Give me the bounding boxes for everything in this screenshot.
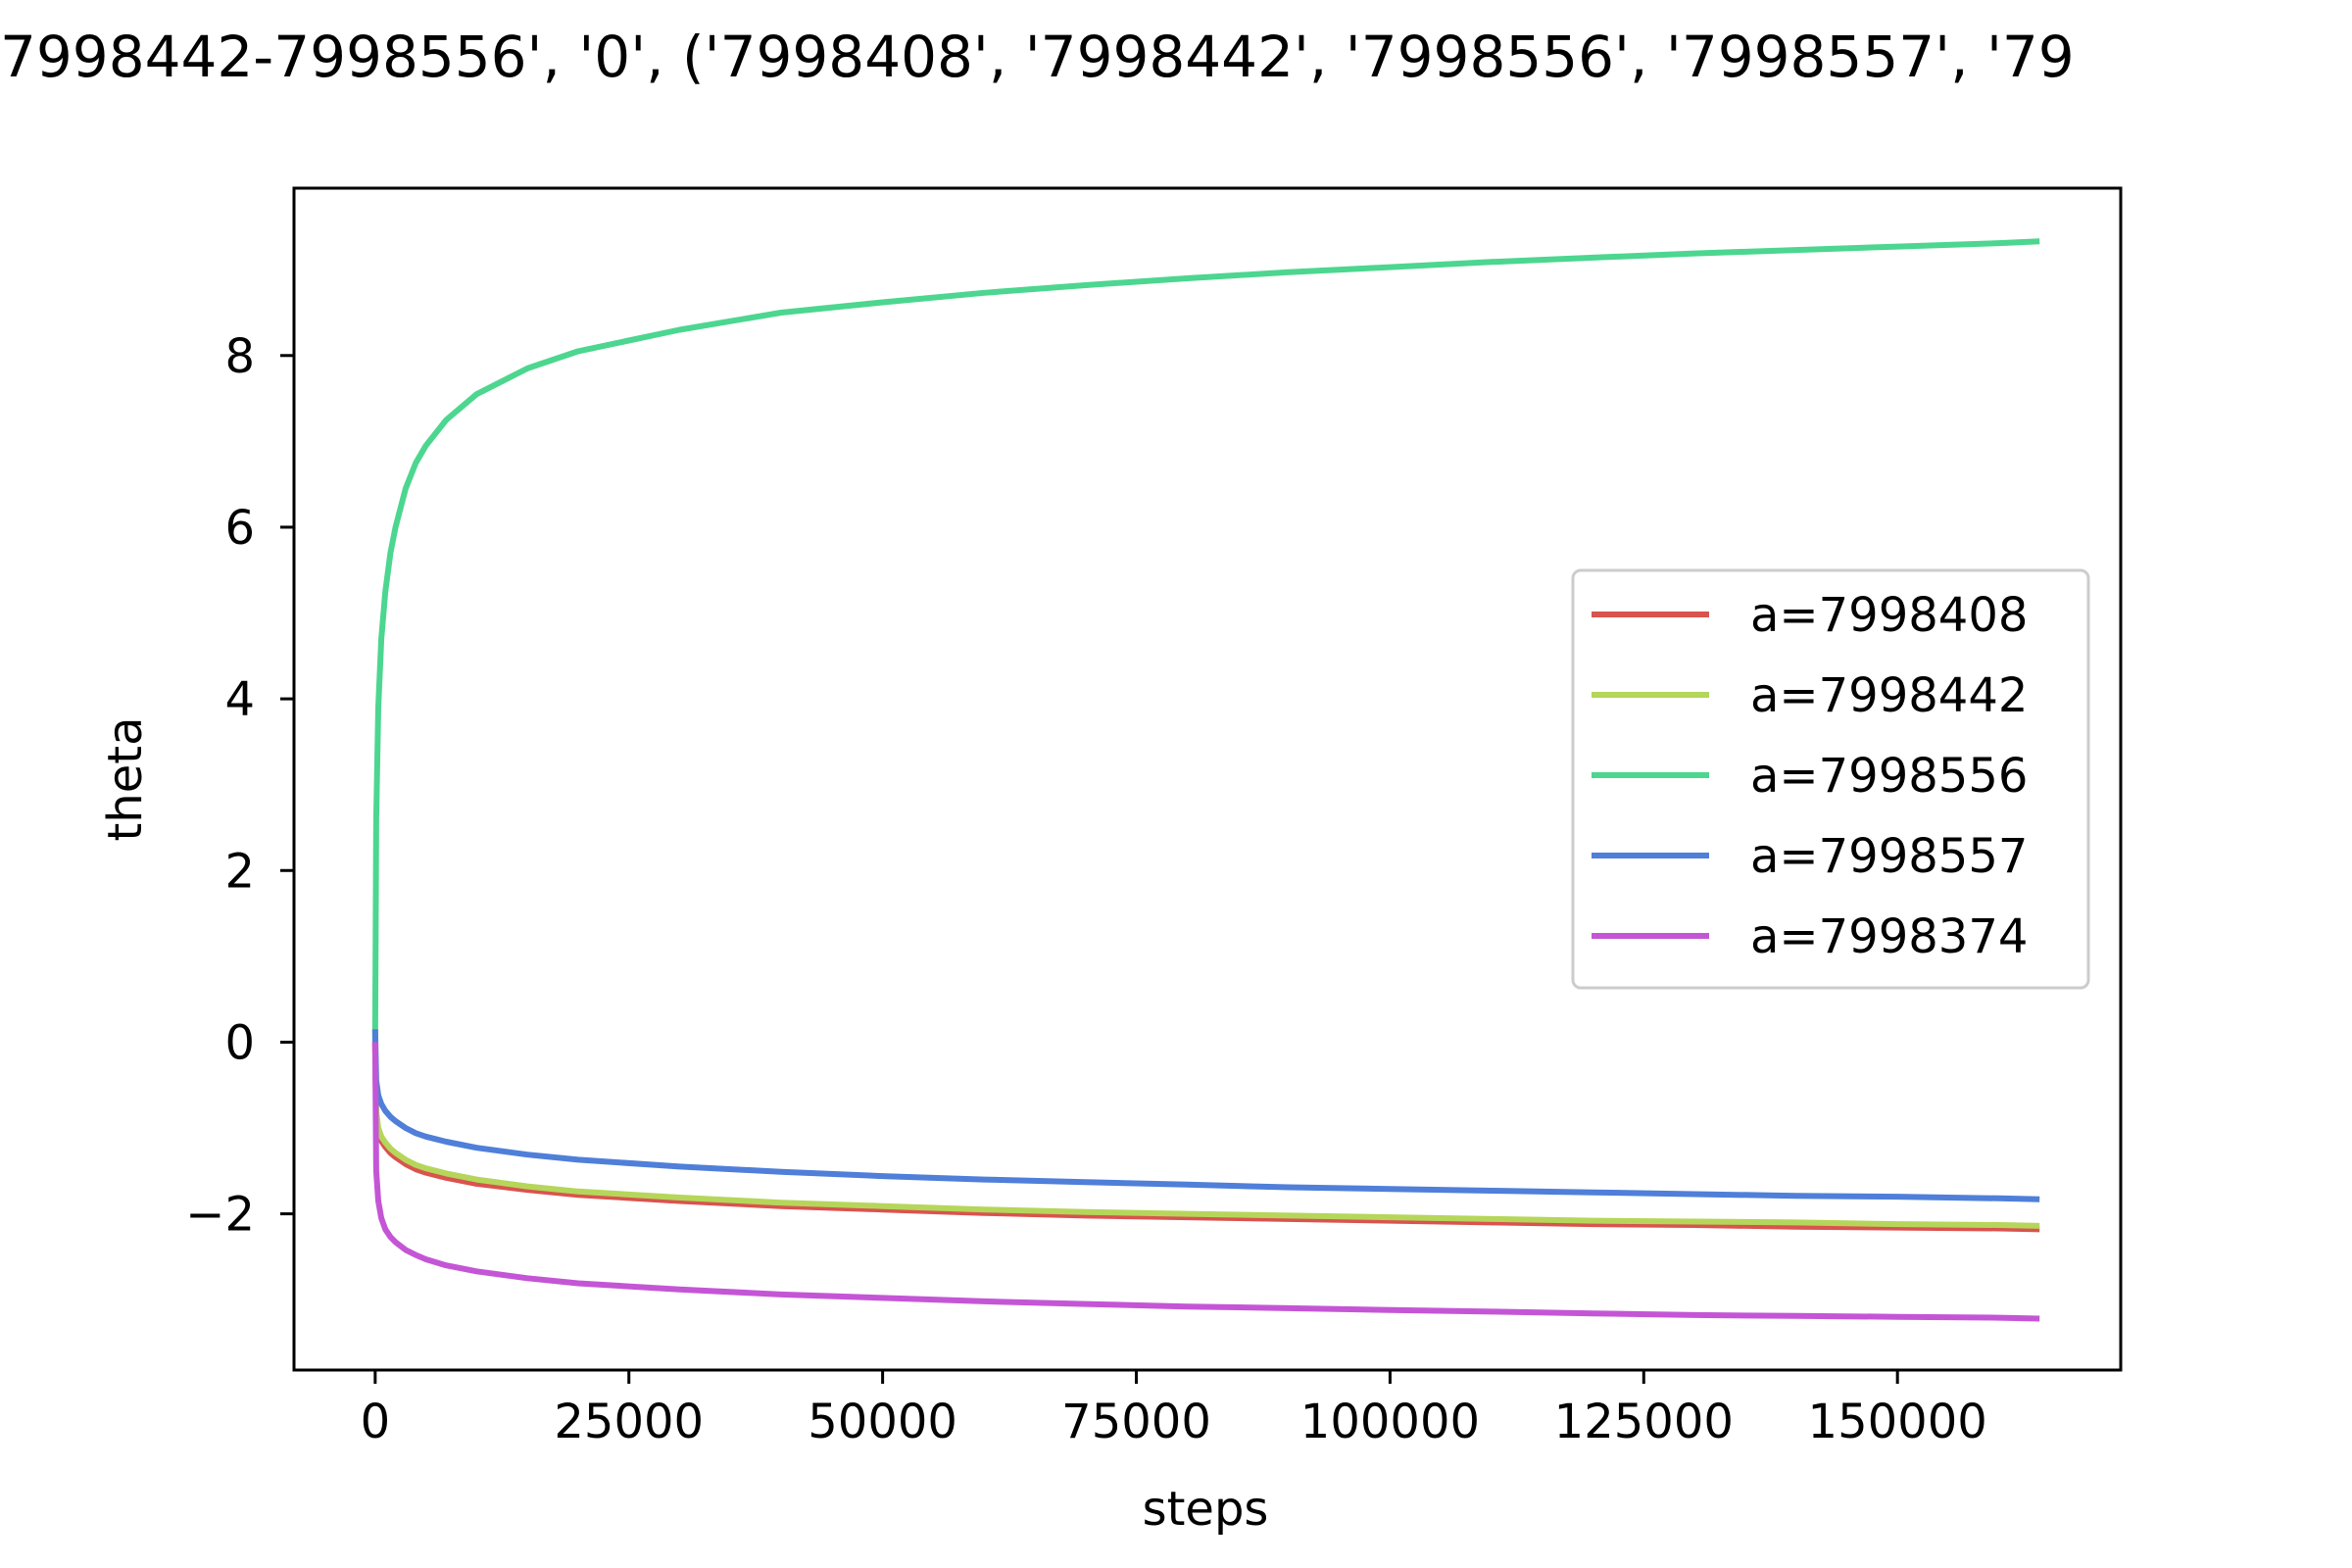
x-tick-label: 125000 (1554, 1395, 1734, 1449)
x-tick-label: 25000 (554, 1395, 704, 1449)
series-line-a=7998442 (371, 1042, 2040, 1229)
legend-label: a=7998557 (1750, 829, 2028, 884)
y-tick-label: 2 (224, 844, 255, 899)
x-tick-label: 50000 (808, 1395, 957, 1449)
legend-label: a=7998442 (1750, 668, 2028, 723)
legend-label: a=7998374 (1750, 909, 2028, 964)
plot-frame (292, 186, 2123, 1372)
x-tick-label: 150000 (1808, 1395, 1987, 1449)
legend: a=7998408 a=7998442 a=7998556 a=7998557 a=79… (1571, 568, 2090, 990)
series-line-a=7998557 (371, 1029, 2040, 1202)
y-tick-label: −2 (185, 1188, 255, 1243)
y-tick-label: 4 (224, 672, 255, 727)
x-axis-label: steps (1143, 1482, 1269, 1537)
y-tick-label: 0 (224, 1015, 255, 1070)
series-line-a=7998374 (371, 1042, 2040, 1322)
x-axis-ticks: 0 25000 50000 75000 100000 125000 150000 (361, 1370, 1987, 1449)
y-axis-ticks: −2 0 2 4 6 8 (185, 329, 294, 1243)
legend-frame (1571, 568, 2090, 990)
y-tick-label: 6 (224, 501, 255, 556)
x-tick-label: 100000 (1300, 1395, 1480, 1449)
series-line-a=7998556 (371, 238, 2040, 1043)
chart-title: 7998442-7998556', '0', ('7998408', '7998… (0, 24, 2075, 90)
legend-label: a=7998556 (1750, 749, 2028, 804)
legend-label: a=7998408 (1750, 588, 2028, 643)
x-tick-label: 75000 (1061, 1395, 1211, 1449)
y-axis-label: theta (98, 716, 153, 841)
x-tick-label: 0 (361, 1395, 391, 1449)
y-tick-label: 8 (224, 329, 255, 384)
series-layer (371, 238, 2040, 1322)
